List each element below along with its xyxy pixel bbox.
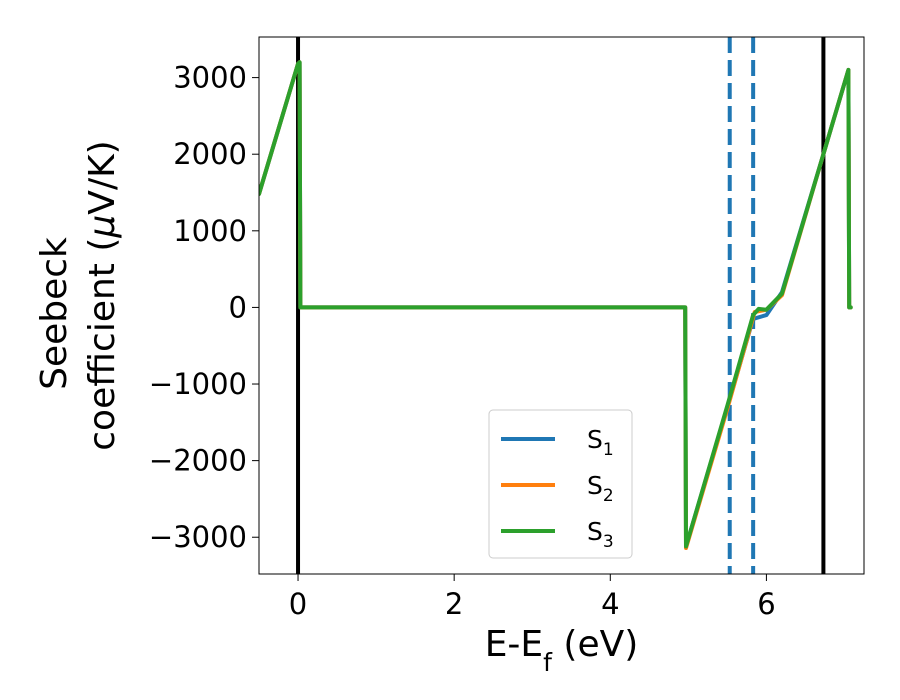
x-axis-label-subscript: f bbox=[543, 648, 553, 677]
y-tick-label: −2000 bbox=[149, 444, 247, 478]
x-tick-label: 0 bbox=[289, 587, 307, 621]
x-axis-label-unit: (eV) bbox=[552, 624, 638, 665]
legend-label-s1: S1 bbox=[587, 425, 614, 460]
legend-label-s2: S2 bbox=[587, 471, 614, 506]
x-tick-label: 2 bbox=[445, 587, 463, 621]
y-axis-label-line1: Seebeck bbox=[34, 237, 75, 390]
legend-box bbox=[488, 409, 633, 559]
y-tick-label: 2000 bbox=[173, 137, 247, 171]
series-line-s3 bbox=[259, 60, 853, 549]
plot-frame bbox=[258, 36, 865, 575]
y-axis-ticks: −3000 −2000 −1000 0 1000 2000 3000 bbox=[149, 61, 259, 554]
y-axis-label-mu: μ bbox=[82, 215, 123, 239]
x-tick-label: 6 bbox=[757, 587, 775, 621]
y-axis-label: Seebeck coefficient (μV/K) bbox=[34, 140, 123, 450]
y-axis-label-line2-text: coefficient ( bbox=[82, 238, 123, 451]
y-tick-label: 0 bbox=[229, 290, 247, 324]
legend-label-s3: S3 bbox=[587, 517, 614, 552]
x-axis-label: E-Ef (eV) bbox=[485, 624, 639, 677]
x-axis-label-main: E-E bbox=[485, 624, 543, 665]
y-tick-label: −3000 bbox=[149, 520, 247, 554]
y-tick-label: −1000 bbox=[149, 367, 247, 401]
legend: S1 S2 S3 bbox=[488, 409, 633, 559]
y-axis-label-line2: coefficient (μV/K) bbox=[82, 140, 123, 450]
x-axis-ticks: 0 2 4 6 bbox=[289, 574, 776, 621]
y-tick-label: 1000 bbox=[173, 214, 247, 248]
y-tick-label: 3000 bbox=[173, 61, 247, 95]
y-axis-label-unit: V/K) bbox=[82, 140, 123, 214]
series-lines bbox=[259, 60, 853, 550]
x-tick-label: 4 bbox=[601, 587, 619, 621]
